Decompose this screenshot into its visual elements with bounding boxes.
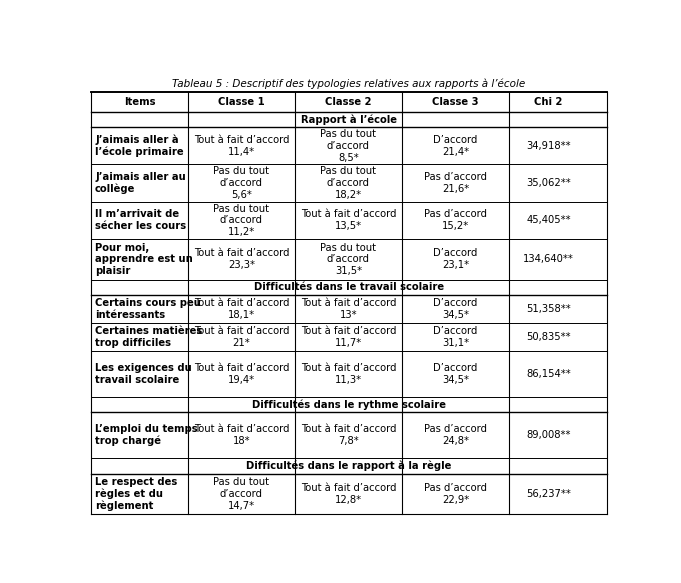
Text: Tout à fait d’accord
7,8*: Tout à fait d’accord 7,8* <box>301 424 396 446</box>
Text: Classe 2: Classe 2 <box>326 97 372 107</box>
Text: Tout à fait d’accord
13*: Tout à fait d’accord 13* <box>301 298 396 320</box>
Text: Les exigences du
travail scolaire: Les exigences du travail scolaire <box>95 363 192 385</box>
Text: Tout à fait d’accord
21*: Tout à fait d’accord 21* <box>193 326 289 348</box>
Text: D’accord
31,1*: D’accord 31,1* <box>433 326 478 348</box>
Text: 50,835**: 50,835** <box>526 332 571 342</box>
Text: Classe 3: Classe 3 <box>432 97 479 107</box>
Text: Tout à fait d’accord
18*: Tout à fait d’accord 18* <box>193 424 289 446</box>
Text: Chi 2: Chi 2 <box>535 97 563 107</box>
Text: Rapport à l’école: Rapport à l’école <box>301 114 397 125</box>
Text: Difficultés dans le travail scolaire: Difficultés dans le travail scolaire <box>254 282 444 293</box>
Text: Pas du tout
d’accord
8,5*: Pas du tout d’accord 8,5* <box>321 129 377 163</box>
Text: Tout à fait d’accord
11,7*: Tout à fait d’accord 11,7* <box>301 326 396 348</box>
Text: Le respect des
règles et du
règlement: Le respect des règles et du règlement <box>95 477 177 511</box>
Text: Pas du tout
d’accord
31,5*: Pas du tout d’accord 31,5* <box>321 243 377 276</box>
Text: Tout à fait d’accord
23,3*: Tout à fait d’accord 23,3* <box>193 248 289 270</box>
Text: Certains cours peu
intéressants: Certains cours peu intéressants <box>95 298 201 320</box>
Text: Pas du tout
d’accord
14,7*: Pas du tout d’accord 14,7* <box>213 477 270 511</box>
Text: 34,918**: 34,918** <box>526 141 571 151</box>
Text: Pas du tout
d’accord
18,2*: Pas du tout d’accord 18,2* <box>321 166 377 199</box>
Text: D’accord
21,4*: D’accord 21,4* <box>433 135 478 157</box>
Text: Difficultés dans le rythme scolaire: Difficultés dans le rythme scolaire <box>252 399 446 410</box>
Text: Pas d’accord
24,8*: Pas d’accord 24,8* <box>424 424 487 446</box>
Text: Difficultés dans le rapport à la règle: Difficultés dans le rapport à la règle <box>247 461 452 471</box>
Text: 35,062**: 35,062** <box>526 178 571 188</box>
Text: D’accord
23,1*: D’accord 23,1* <box>433 248 478 270</box>
Text: Classe 1: Classe 1 <box>218 97 265 107</box>
Text: 45,405**: 45,405** <box>526 215 571 225</box>
Text: J’aimais aller au
collège: J’aimais aller au collège <box>95 172 186 194</box>
Text: 89,008**: 89,008** <box>526 430 571 440</box>
Text: Tout à fait d’accord
11,3*: Tout à fait d’accord 11,3* <box>301 363 396 385</box>
Text: Tout à fait d’accord
18,1*: Tout à fait d’accord 18,1* <box>193 298 289 320</box>
Text: Certaines matières
trop difficiles: Certaines matières trop difficiles <box>95 326 202 348</box>
Text: 86,154**: 86,154** <box>526 369 571 379</box>
Text: Pas d’accord
22,9*: Pas d’accord 22,9* <box>424 483 487 505</box>
Text: Il m’arrivait de
sécher les cours: Il m’arrivait de sécher les cours <box>95 209 186 231</box>
Text: Pas du tout
d’accord
5,6*: Pas du tout d’accord 5,6* <box>213 166 270 199</box>
Text: Tout à fait d’accord
12,8*: Tout à fait d’accord 12,8* <box>301 483 396 505</box>
Text: D’accord
34,5*: D’accord 34,5* <box>433 363 478 385</box>
Text: L’emploi du temps
trop chargé: L’emploi du temps trop chargé <box>95 424 197 446</box>
Text: Tout à fait d’accord
19,4*: Tout à fait d’accord 19,4* <box>193 363 289 385</box>
Text: 56,237**: 56,237** <box>526 489 571 499</box>
Text: Pas d’accord
15,2*: Pas d’accord 15,2* <box>424 209 487 231</box>
Text: Tableau 5 : Descriptif des typologies relatives aux rapports à l’école: Tableau 5 : Descriptif des typologies re… <box>172 78 526 89</box>
Text: Pour moi,
apprendre est un
plaisir: Pour moi, apprendre est un plaisir <box>95 243 193 276</box>
Text: Pas d’accord
21,6*: Pas d’accord 21,6* <box>424 172 487 194</box>
Text: Items: Items <box>124 97 155 107</box>
Text: Tout à fait d’accord
13,5*: Tout à fait d’accord 13,5* <box>301 209 396 231</box>
Text: D’accord
34,5*: D’accord 34,5* <box>433 298 478 320</box>
Text: 134,640**: 134,640** <box>523 254 574 264</box>
Text: 51,358**: 51,358** <box>526 304 571 314</box>
Text: Pas du tout
d’accord
11,2*: Pas du tout d’accord 11,2* <box>213 203 270 237</box>
Text: J’aimais aller à
l’école primaire: J’aimais aller à l’école primaire <box>95 135 184 157</box>
Text: Tout à fait d’accord
11,4*: Tout à fait d’accord 11,4* <box>193 135 289 157</box>
